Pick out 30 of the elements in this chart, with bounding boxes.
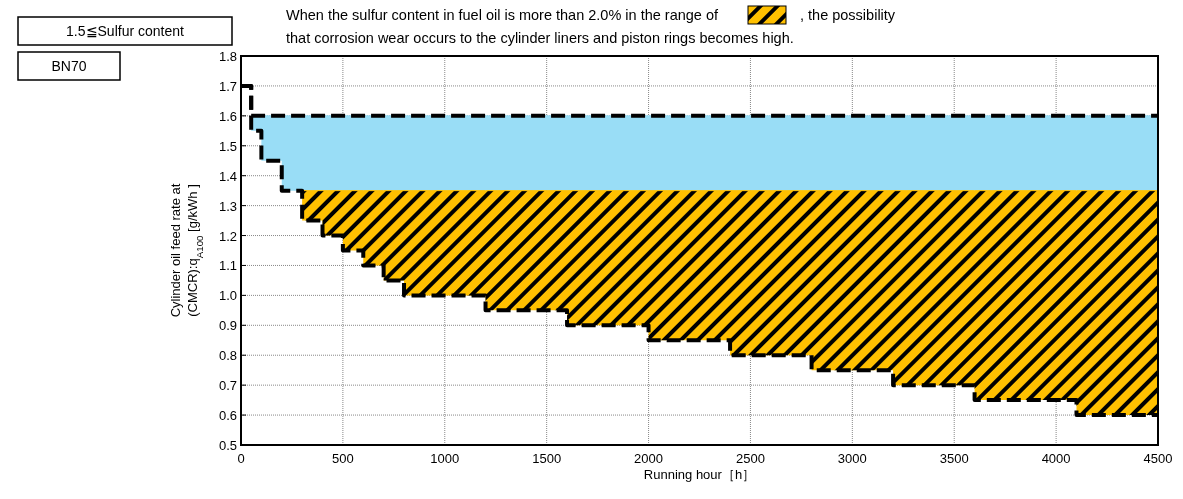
x-tick-label: 0 bbox=[237, 451, 245, 466]
x-tick-label: 4500 bbox=[1143, 451, 1173, 466]
y-tick-label: 0.5 bbox=[218, 438, 237, 453]
y-tick-label: 1.6 bbox=[218, 108, 237, 124]
y-tick-label: 1.0 bbox=[218, 288, 237, 304]
x-tick-label: 2000 bbox=[634, 451, 664, 466]
text: BN70 bbox=[51, 58, 87, 74]
y-tick-label: 0.6 bbox=[218, 408, 237, 424]
text: When the sulfur content in fuel oil is more than 2.0% in the range of bbox=[286, 7, 719, 23]
text: that corrosion wear occurs to the cylinder liners and piston rings becomes high. bbox=[286, 30, 794, 46]
y-tick-label: 1.3 bbox=[218, 198, 237, 214]
x-tick-label: 1000 bbox=[430, 451, 460, 466]
x-axis-title: Running hour［h］ bbox=[643, 467, 756, 482]
text: 1.5≦Sulfur content bbox=[66, 23, 185, 39]
x-tick-label: 3500 bbox=[939, 451, 969, 466]
y-tick-label: 0.7 bbox=[218, 378, 237, 394]
x-tick-label: 4000 bbox=[1041, 451, 1071, 466]
y-tick-label: 1.1 bbox=[218, 258, 237, 274]
text: , the possibility bbox=[800, 7, 896, 23]
x-tick-label: 2500 bbox=[735, 451, 765, 466]
x-tick-label: 3000 bbox=[837, 451, 867, 466]
y-tick-label: 0.8 bbox=[218, 348, 237, 364]
y-tick-label: 1.4 bbox=[218, 168, 237, 184]
y-tick-label: 1.7 bbox=[218, 78, 237, 94]
y-tick-label: 0.9 bbox=[218, 318, 237, 334]
y-tick-label: 1.5 bbox=[218, 138, 237, 154]
y-tick-label: 1.8 bbox=[218, 49, 237, 64]
x-tick-label: 1500 bbox=[532, 451, 562, 466]
y-tick-label: 1.2 bbox=[218, 228, 237, 244]
x-tick-label: 500 bbox=[332, 451, 354, 466]
